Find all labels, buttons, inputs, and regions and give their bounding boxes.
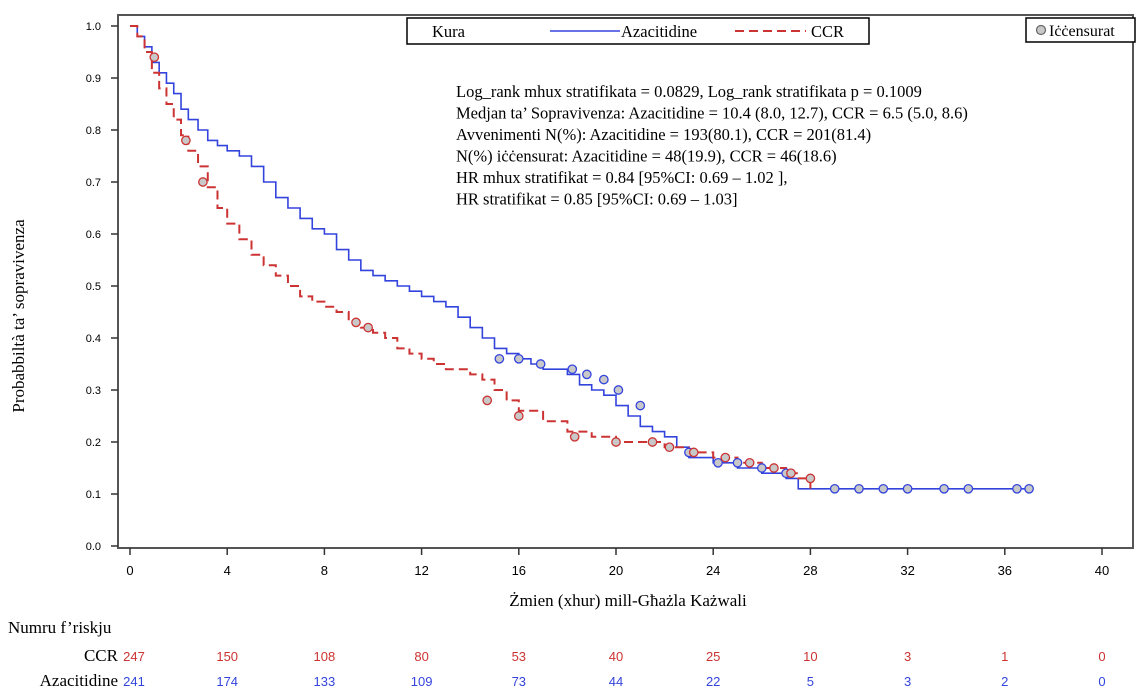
censor-mark <box>688 447 699 458</box>
risk-count: 22 <box>706 674 720 689</box>
x-tick-label: 24 <box>706 563 720 578</box>
censor-mark <box>963 483 974 494</box>
censor-mark <box>198 177 208 187</box>
censor-mark <box>902 483 913 494</box>
censor-mark <box>720 452 731 463</box>
risk-count: 80 <box>414 649 428 664</box>
censor-mark <box>939 483 949 494</box>
censor-mark <box>829 483 840 494</box>
legend-label-azacitidine: Azacitidine <box>621 22 697 41</box>
x-tick-label: 28 <box>803 563 817 578</box>
risk-count: 241 <box>123 674 145 689</box>
stats-annotation-line: N(%) iċċensurat: Azacitidine = 48(19.9),… <box>456 147 837 166</box>
stats-annotation-line: HR stratifikat = 0.85 [95%CI: 0.69 – 1.0… <box>456 190 738 209</box>
censor-legend-label: Iċċensurat <box>1049 23 1115 40</box>
censor-mark <box>581 369 592 380</box>
censor-mark <box>647 437 658 447</box>
legend-title: Kura <box>432 22 466 41</box>
risk-row-label: CCR <box>84 646 119 665</box>
x-tick-label: 36 <box>998 563 1012 578</box>
plot-frame <box>117 14 1134 549</box>
risk-count: 40 <box>609 649 623 664</box>
censor-mark <box>1012 483 1022 494</box>
x-tick-label: 12 <box>414 563 428 578</box>
censor-mark <box>351 317 361 328</box>
censor-mark <box>805 473 816 484</box>
x-tick-label: 16 <box>512 563 526 578</box>
censor-mark <box>613 385 624 395</box>
y-tick-label: 0.5 <box>86 281 101 293</box>
risk-count: 2 <box>1001 674 1008 689</box>
risk-count: 10 <box>803 649 817 664</box>
risk-count: 247 <box>123 649 145 664</box>
censor-mark <box>363 322 373 333</box>
censor-mark <box>854 483 864 494</box>
censor-mark <box>513 411 524 421</box>
stats-annotation-line: HR mhux stratifikat = 0.84 [95%CI: 0.69 … <box>456 168 787 187</box>
stats-annotation-line: Medjan ta’ Sopravivenza: Azacitidine = 1… <box>456 104 968 123</box>
y-tick-label: 0.4 <box>86 333 101 345</box>
risk-count: 25 <box>706 649 720 664</box>
legend-label-ccr: CCR <box>811 22 844 41</box>
censor-mark <box>569 431 580 442</box>
censor-mark <box>732 457 743 468</box>
censor-mark <box>664 442 675 453</box>
risk-count: 0 <box>1098 649 1105 664</box>
censor-mark <box>769 463 779 473</box>
x-tick-label: 8 <box>321 563 328 578</box>
censor-mark <box>611 437 621 447</box>
risk-count: 44 <box>609 674 623 689</box>
y-tick-label: 0.8 <box>86 125 101 137</box>
y-tick-label: 0.9 <box>86 73 101 85</box>
x-axis-label: Żmien (xhur) mill-Għażla Każwali <box>509 591 747 610</box>
y-tick-label: 0.7 <box>86 177 101 189</box>
y-axis-label: Probabbiltà ta’ sopravivenza <box>9 219 28 413</box>
risk-count: 109 <box>411 674 433 689</box>
risk-count: 108 <box>314 649 336 664</box>
censor-mark <box>786 468 796 479</box>
risk-count: 150 <box>216 649 238 664</box>
risk-count: 3 <box>904 649 911 664</box>
censor-mark <box>1024 483 1034 494</box>
y-tick-label: 0.3 <box>86 385 101 397</box>
censor-mark <box>756 463 767 473</box>
risk-row-label: Azacitidine <box>40 671 118 690</box>
censor-mark <box>513 353 524 364</box>
y-tick-label: 0.0 <box>86 541 101 553</box>
censor-legend-mark <box>1035 24 1047 36</box>
x-tick-label: 20 <box>609 563 623 578</box>
y-tick-label: 0.6 <box>86 229 101 241</box>
risk-count: 3 <box>904 674 911 689</box>
x-tick-label: 40 <box>1095 563 1109 578</box>
stats-annotation-line: Avvenimenti N(%): Azacitidine = 193(80.1… <box>456 125 871 144</box>
censor-mark <box>181 135 191 146</box>
censor-mark <box>494 353 505 364</box>
y-tick-label: 0.1 <box>86 489 101 501</box>
censor-mark <box>744 457 755 468</box>
risk-count: 5 <box>807 674 814 689</box>
risk-count: 0 <box>1098 674 1105 689</box>
x-tick-label: 4 <box>224 563 231 578</box>
censor-mark <box>635 400 646 411</box>
risk-count: 73 <box>512 674 526 689</box>
risk-count: 53 <box>512 649 526 664</box>
y-tick-label: 0.2 <box>86 437 101 449</box>
x-tick-label: 32 <box>900 563 914 578</box>
censor-mark <box>878 483 889 494</box>
censor-mark <box>535 359 546 369</box>
risk-count: 174 <box>216 674 238 689</box>
censor-mark <box>149 52 160 63</box>
risk-count: 1 <box>1001 649 1008 664</box>
censor-mark <box>567 364 578 375</box>
y-tick-label: 1.0 <box>86 21 101 33</box>
stats-annotation-line: Log_rank mhux stratifikata = 0.0829, Log… <box>456 82 922 101</box>
risk-count: 133 <box>314 674 336 689</box>
censor-mark <box>713 457 723 468</box>
x-tick-label: 0 <box>126 563 133 578</box>
risk-table-title: Numru f’riskju <box>8 618 112 637</box>
censor-mark <box>482 395 493 406</box>
censor-mark <box>598 374 609 385</box>
survival-curve-ccr <box>130 25 812 489</box>
